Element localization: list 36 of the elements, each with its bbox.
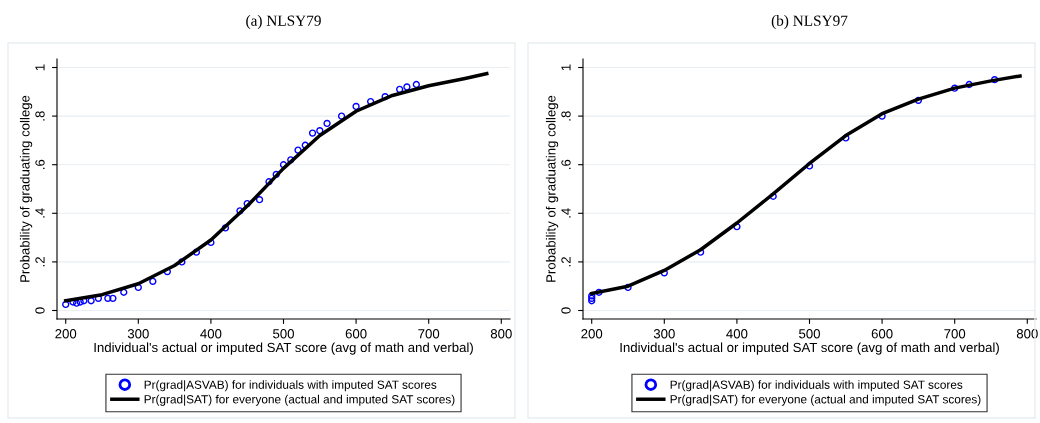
x-tick-label: 500 — [799, 329, 820, 339]
y-tick-label: .8 — [561, 111, 571, 121]
y-tick-label: .2 — [35, 257, 45, 267]
y-tick-label: .4 — [561, 208, 571, 218]
x-axis-title: Individual's actual or imputed SAT score (avg of math and verbal) — [94, 342, 473, 355]
x-tick-label: 300 — [653, 329, 675, 339]
x-tick-label: 800 — [1016, 329, 1038, 339]
x-tick-label: 200 — [55, 329, 77, 339]
x-tick-label: 500 — [273, 329, 294, 339]
y-tick-label: .4 — [35, 208, 45, 218]
y-axis-title: Probability of graduating college — [19, 95, 33, 282]
legend-label: Pr(grad|ASVAB) for individuals with imputed SAT scores — [670, 380, 963, 392]
y-tick-label: 0 — [561, 307, 571, 314]
y-tick-label: .2 — [561, 257, 571, 267]
x-tick-label: 600 — [871, 329, 893, 339]
x-tick-label: 700 — [418, 329, 440, 339]
y-tick-label: 1 — [561, 64, 571, 71]
y-axis-title: Probability of graduating college — [545, 95, 559, 282]
x-tick-label: 200 — [581, 329, 603, 339]
legend-label: Pr(grad|SAT) for everyone (actual and imputed SAT scores) — [670, 394, 981, 406]
x-tick-label: 400 — [726, 329, 748, 339]
x-tick-label: 800 — [490, 329, 512, 339]
x-axis-title: Individual's actual or imputed SAT score (avg of math and verbal) — [620, 342, 999, 355]
legend-label: Pr(grad|SAT) for everyone (actual and imputed SAT scores) — [144, 394, 455, 406]
x-tick-label: 300 — [127, 329, 149, 339]
y-tick-label: 0 — [35, 307, 45, 314]
y-tick-label: 1 — [35, 64, 45, 71]
x-tick-label: 700 — [944, 329, 966, 339]
x-tick-label: 600 — [345, 329, 367, 339]
y-tick-label: .8 — [35, 111, 45, 121]
chart-title: (b) NLSY97 — [771, 15, 848, 29]
y-tick-label: .6 — [561, 159, 571, 169]
legend-label: Pr(grad|ASVAB) for individuals with imputed SAT scores — [144, 380, 437, 392]
y-tick-label: .6 — [35, 159, 45, 169]
x-tick-label: 400 — [200, 329, 222, 339]
chart-title: (a) NLSY79 — [246, 15, 321, 29]
